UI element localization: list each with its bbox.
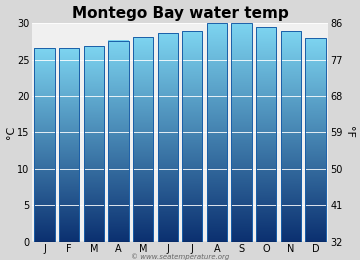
Bar	[281, 31, 301, 242]
Y-axis label: °F: °F	[345, 126, 355, 138]
Bar	[182, 31, 202, 242]
Bar	[231, 23, 252, 242]
Bar	[84, 46, 104, 242]
Bar	[59, 48, 79, 242]
Title: Montego Bay water temp: Montego Bay water temp	[72, 5, 288, 21]
Bar	[35, 48, 55, 242]
Bar	[256, 27, 276, 242]
Y-axis label: °C: °C	[5, 126, 15, 139]
Bar	[108, 41, 129, 242]
Text: © www.seatemperature.org: © www.seatemperature.org	[131, 253, 229, 260]
Bar	[133, 37, 153, 242]
Bar	[158, 33, 178, 242]
Bar	[305, 38, 325, 242]
Bar	[207, 23, 227, 242]
